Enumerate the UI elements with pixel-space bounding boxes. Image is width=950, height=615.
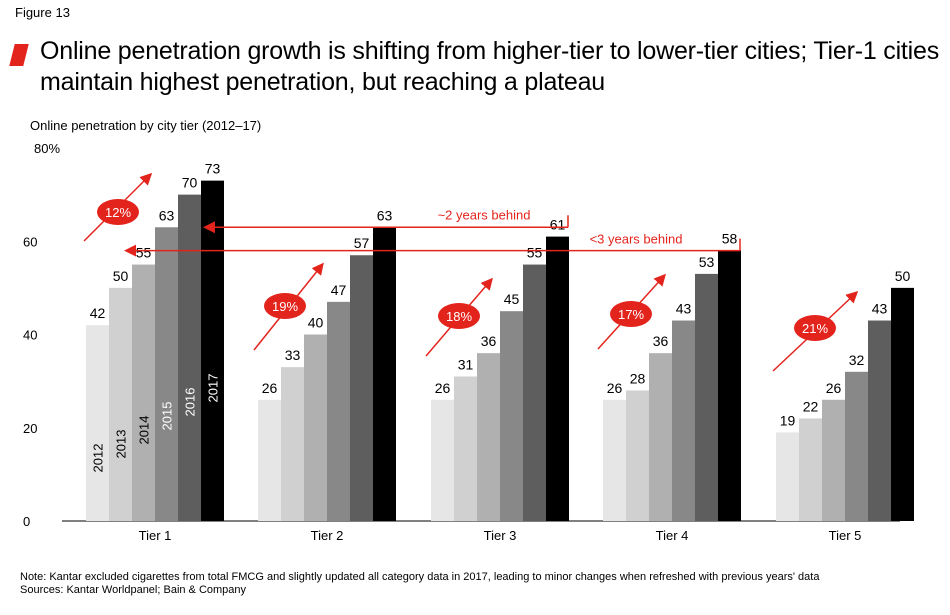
data-label: 40 xyxy=(308,315,324,331)
data-label: 58 xyxy=(722,231,738,247)
bar xyxy=(672,320,695,521)
y-tick-label: 60 xyxy=(23,234,37,249)
data-label: 36 xyxy=(481,333,497,349)
legend-year-label: 2012 xyxy=(91,444,106,473)
data-label: 26 xyxy=(435,380,451,396)
category-label: Tier 5 xyxy=(829,528,862,543)
data-label: 32 xyxy=(849,352,865,368)
data-label: 36 xyxy=(653,333,669,349)
data-label: 50 xyxy=(895,268,911,284)
data-label: 63 xyxy=(159,207,175,223)
category-label: Tier 1 xyxy=(139,528,172,543)
data-label: 26 xyxy=(607,380,623,396)
bar xyxy=(799,418,822,521)
bar xyxy=(258,399,281,521)
data-label: 73 xyxy=(205,161,221,177)
bar xyxy=(626,390,649,521)
data-label: 50 xyxy=(113,268,129,284)
growth-badge-label: 21% xyxy=(802,321,828,336)
data-label: 43 xyxy=(676,301,692,317)
bar xyxy=(477,353,500,521)
bar xyxy=(776,432,799,521)
bar xyxy=(523,264,546,521)
bar xyxy=(845,371,868,521)
growth-badge xyxy=(438,303,480,329)
sources-text: Sources: Kantar Worldpanel; Bain & Compa… xyxy=(20,584,247,596)
data-label: 26 xyxy=(826,380,842,396)
growth-badge-label: 19% xyxy=(272,299,298,314)
chart-title: Online penetration growth is shifting fr… xyxy=(40,37,940,96)
bar xyxy=(86,325,109,521)
bar xyxy=(695,273,718,521)
bar xyxy=(281,367,304,521)
y-tick-label: 40 xyxy=(23,328,37,343)
category-label: Tier 4 xyxy=(656,528,689,543)
data-label: 53 xyxy=(699,254,715,270)
data-label: 55 xyxy=(136,245,152,261)
data-label: 22 xyxy=(803,398,819,414)
footnote: Note: Kantar excluded cigarettes from to… xyxy=(20,571,819,597)
data-label: 42 xyxy=(90,305,106,321)
bar xyxy=(500,311,523,521)
bar xyxy=(868,320,891,521)
y-tick-label: 80% xyxy=(34,141,60,156)
data-label: 55 xyxy=(527,245,543,261)
bar xyxy=(649,353,672,521)
legend-year-label: 2014 xyxy=(137,416,152,445)
data-label: 33 xyxy=(285,347,301,363)
data-label: 28 xyxy=(630,370,646,386)
bar xyxy=(109,287,132,521)
data-label: 26 xyxy=(262,380,278,396)
y-tick-label: 20 xyxy=(23,421,37,436)
data-label: 63 xyxy=(377,207,393,223)
category-label: Tier 3 xyxy=(484,528,517,543)
bar xyxy=(178,194,201,521)
bar xyxy=(132,264,155,521)
note-text: Note: Kantar excluded cigarettes from to… xyxy=(20,571,820,583)
bar xyxy=(603,399,626,521)
bar xyxy=(155,227,178,521)
category-label: Tier 2 xyxy=(311,528,344,543)
legend-year-label: 2017 xyxy=(206,374,221,403)
data-label: 70 xyxy=(182,175,198,191)
figure-label: Figure 13 xyxy=(15,5,70,20)
data-label: 43 xyxy=(872,301,888,317)
growth-badge xyxy=(794,315,836,341)
data-label: 57 xyxy=(354,235,370,251)
bar xyxy=(350,255,373,522)
growth-badge xyxy=(610,301,652,327)
bar xyxy=(327,301,350,521)
bar xyxy=(718,250,741,521)
bar xyxy=(546,236,569,521)
legend-year-label: 2013 xyxy=(114,430,129,459)
bar xyxy=(891,287,914,521)
bar xyxy=(373,227,396,521)
chart-subtitle: Online penetration by city tier (2012–17… xyxy=(30,118,262,133)
data-label: 45 xyxy=(504,291,520,307)
data-label: 61 xyxy=(550,217,566,233)
data-label: 19 xyxy=(780,412,796,428)
growth-badge-label: 18% xyxy=(446,309,472,324)
growth-badge-label: 12% xyxy=(105,205,131,220)
legend-year-label: 2015 xyxy=(160,402,175,431)
bar xyxy=(201,180,224,521)
legend-year-label: 2016 xyxy=(183,388,198,417)
data-label: 31 xyxy=(458,356,474,372)
y-tick-label: 0 xyxy=(23,514,30,529)
bar xyxy=(304,334,327,521)
bar xyxy=(431,399,454,521)
bar xyxy=(822,399,845,521)
growth-badge xyxy=(264,293,306,319)
data-label: 47 xyxy=(331,282,347,298)
annotation-label: ~2 years behind xyxy=(438,207,531,222)
annotation-label: <3 years behind xyxy=(590,232,683,247)
growth-badge xyxy=(97,199,139,225)
growth-badge-label: 17% xyxy=(618,307,644,322)
bar xyxy=(454,376,477,521)
